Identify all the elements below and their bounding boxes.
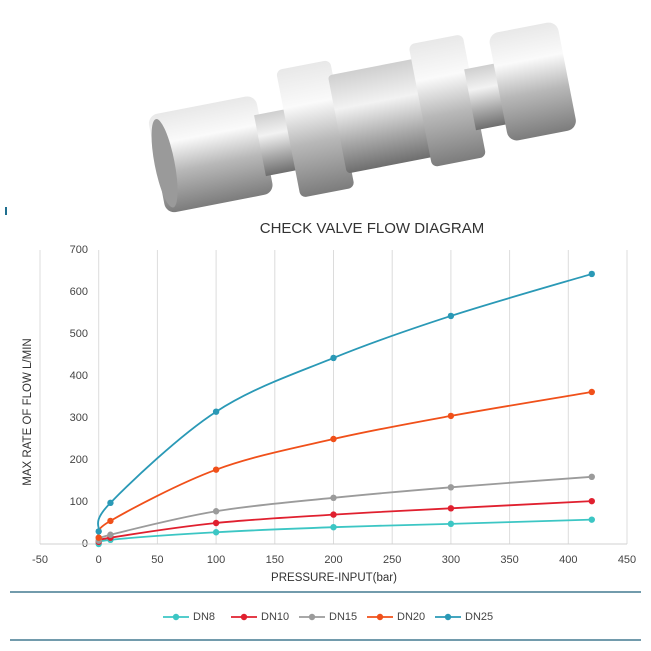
- data-point: [447, 505, 455, 512]
- data-point: [212, 529, 220, 536]
- legend-swatch: [376, 613, 384, 621]
- y-tick-label: 400: [70, 370, 88, 382]
- y-tick-label: 300: [70, 412, 88, 424]
- legend-label: DN20: [397, 611, 425, 623]
- data-point: [107, 499, 114, 507]
- data-point: [588, 516, 595, 523]
- x-tick-label: -50: [32, 554, 48, 566]
- x-tick-label: 200: [324, 554, 342, 566]
- data-point: [447, 312, 455, 320]
- x-tick-label: 100: [207, 554, 225, 566]
- data-point: [447, 484, 455, 491]
- data-point: [330, 511, 337, 518]
- legend-label: DN8: [193, 611, 215, 623]
- legend-label: DN25: [465, 611, 493, 623]
- legend-swatch: [308, 613, 316, 621]
- data-point: [330, 354, 337, 362]
- data-point: [95, 528, 102, 535]
- data-point: [330, 524, 337, 531]
- data-point: [447, 412, 455, 420]
- legend-swatch: [444, 613, 452, 621]
- data-point: [95, 534, 102, 541]
- data-point: [588, 270, 595, 278]
- data-point: [107, 531, 114, 538]
- data-point: [212, 408, 220, 415]
- x-tick-label: 300: [442, 554, 460, 566]
- data-point: [588, 388, 595, 396]
- x-tick-label: 0: [96, 554, 102, 566]
- data-point: [588, 497, 595, 505]
- chart-title: CHECK VALVE FLOW DIAGRAM: [260, 220, 484, 237]
- data-point: [107, 517, 114, 525]
- x-tick-label: 400: [559, 554, 577, 566]
- data-point: [212, 519, 220, 527]
- y-tick-label: 200: [70, 454, 88, 466]
- x-tick-label: 250: [383, 554, 401, 566]
- x-tick-label: 150: [266, 554, 284, 566]
- y-tick-label: 100: [70, 496, 88, 508]
- y-tick-label: 700: [70, 244, 88, 256]
- data-point: [212, 466, 220, 473]
- data-point: [588, 473, 595, 480]
- series-line: [97, 391, 592, 539]
- product-photo: [148, 22, 576, 213]
- series-line: [97, 518, 592, 545]
- y-tick-label: 600: [70, 286, 88, 298]
- marker: [5, 207, 7, 215]
- y-tick-label: 500: [70, 328, 88, 340]
- data-point: [212, 508, 220, 515]
- data-point: [330, 435, 337, 443]
- x-tick-label: 350: [500, 554, 518, 566]
- legend-label: DN10: [261, 611, 289, 623]
- data-point: [447, 520, 455, 528]
- x-tick-label: 450: [618, 554, 636, 566]
- x-axis-title: PRESSURE-INPUT(bar): [271, 572, 397, 584]
- series-line: [97, 475, 592, 542]
- x-tick-label: 50: [151, 554, 163, 566]
- y-axis-title: MAX RATE OF FLOW L/MIN: [22, 338, 34, 485]
- data-point: [330, 494, 337, 501]
- legend-swatch: [172, 613, 180, 621]
- series-line: [97, 273, 593, 532]
- legend-label: DN15: [329, 611, 357, 623]
- legend-swatch: [240, 613, 248, 621]
